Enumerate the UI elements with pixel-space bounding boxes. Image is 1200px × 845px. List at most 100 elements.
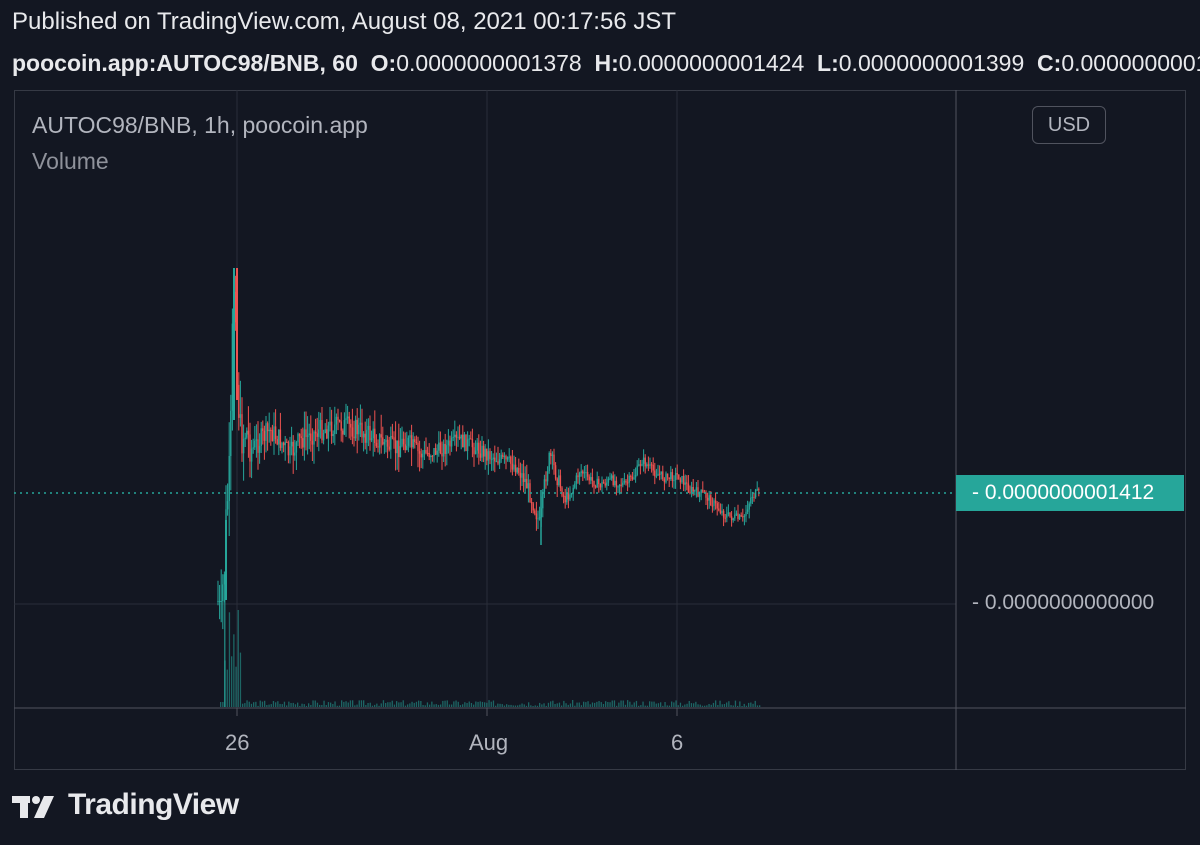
volume-bar-4 <box>228 612 231 707</box>
volume-bar-53 <box>336 705 338 707</box>
candle-body-199 <box>535 513 538 520</box>
volume-bar-41 <box>310 705 312 707</box>
candle-body-19 <box>247 430 250 435</box>
candle-body-217 <box>564 496 566 503</box>
volume-bar-39 <box>305 705 308 707</box>
volume-bar-222 <box>708 704 710 707</box>
volume-bar-74 <box>382 700 385 707</box>
volume-bar-174 <box>602 704 605 707</box>
volume-bar-185 <box>627 700 629 707</box>
volume-bar-208 <box>677 705 679 707</box>
candle-body-99 <box>375 443 378 447</box>
volume-bar-140 <box>528 702 530 707</box>
volume-bar-93 <box>424 705 426 707</box>
candle-body-154 <box>463 434 466 448</box>
volume-bar-60 <box>352 700 354 707</box>
volume-bar-217 <box>697 704 699 707</box>
volume-bar-52 <box>334 701 336 707</box>
chart-panel[interactable] <box>14 90 1186 770</box>
candle-body-335 <box>753 496 755 498</box>
volume-bar-178 <box>611 700 613 707</box>
candle-body-246 <box>610 475 613 479</box>
candle-body-46 <box>290 441 293 447</box>
candle-body-181 <box>506 457 509 460</box>
candle-body-301 <box>698 492 701 497</box>
volume-bar-83 <box>402 700 404 707</box>
candle-body-97 <box>372 428 374 439</box>
currency-button[interactable]: USD <box>1032 106 1106 144</box>
candle-body-164 <box>479 453 482 458</box>
volume-bar-236 <box>739 701 741 707</box>
candle-body-37 <box>276 439 278 445</box>
candle-body-2 <box>220 601 222 602</box>
volume-bar-spike <box>224 600 226 707</box>
candle-body-186 <box>514 464 517 473</box>
candle-body-120 <box>409 435 411 438</box>
candle-body-203 <box>542 491 544 509</box>
candle-body-94 <box>367 425 370 430</box>
volume-bar-233 <box>732 705 734 707</box>
candle-body-321 <box>730 516 733 521</box>
volume-bar-65 <box>363 700 365 707</box>
volume-bar-47 <box>323 700 325 707</box>
volume-bar-115 <box>473 704 475 707</box>
candle-body-240 <box>601 482 603 488</box>
volume-bar-35 <box>297 702 299 707</box>
volume-bar-38 <box>303 704 305 707</box>
candle-body-14 <box>239 414 242 418</box>
volume-bar-156 <box>563 700 565 707</box>
candle-body-244 <box>607 478 610 483</box>
candle-body-66 <box>322 433 325 441</box>
volume-bar-195 <box>649 701 651 707</box>
volume-bar-162 <box>576 702 578 707</box>
candle-body-52 <box>300 436 302 439</box>
candle-body-233 <box>590 477 592 481</box>
tradingview-logo[interactable]: TradingView <box>12 788 239 822</box>
candle-body-123 <box>414 439 416 442</box>
volume-bar-62 <box>356 704 358 707</box>
candle-body-63 <box>318 429 320 437</box>
candle-body-64 <box>319 420 322 430</box>
candle-body-338 <box>758 489 760 491</box>
volume-bar-85 <box>407 704 409 707</box>
volume-bar-184 <box>624 704 627 707</box>
candle-body-198 <box>534 510 536 514</box>
candle-body-165 <box>481 445 483 458</box>
candle-body-322 <box>732 518 734 521</box>
volume-bar-19 <box>261 701 264 707</box>
candle-body-207 <box>548 453 550 472</box>
candle-body-44 <box>287 442 290 456</box>
volume-bar-104 <box>448 704 451 707</box>
candle-body-300 <box>697 487 699 497</box>
open-label: O: <box>370 50 397 76</box>
volume-bar-239 <box>745 705 748 707</box>
volume-bar-157 <box>565 703 567 707</box>
volume-bar-89 <box>415 701 418 707</box>
candle-body-8 <box>230 410 232 456</box>
candle-body-320 <box>729 512 731 517</box>
published-caption: Published on TradingView.com, August 08,… <box>12 8 677 35</box>
last-price-value: 0.0000000001412 <box>984 481 1155 504</box>
volume-bar-218 <box>699 704 701 707</box>
volume-bar-63 <box>358 700 360 707</box>
candle-body-316 <box>722 510 725 518</box>
volume-bar-183 <box>622 700 624 707</box>
candle-body-136 <box>434 448 437 455</box>
volume-legend: Volume <box>32 148 109 174</box>
volume-bar-101 <box>442 700 444 707</box>
candle-body-77 <box>340 421 342 431</box>
volume-bar-90 <box>418 700 420 707</box>
candle-body-177 <box>500 454 502 460</box>
volume-bar-211 <box>684 704 686 707</box>
candle-body-215 <box>561 487 563 496</box>
volume-bar-166 <box>585 702 587 707</box>
volume-bar-96 <box>431 701 433 707</box>
x-tick-aug: Aug <box>469 730 509 755</box>
candle-body-175 <box>497 461 499 464</box>
candle-body-26 <box>258 445 261 453</box>
volume-bar-117 <box>477 701 479 707</box>
volume-bar-199 <box>657 703 660 707</box>
volume-bar-12 <box>246 700 248 707</box>
volume-bar-192 <box>642 701 644 707</box>
